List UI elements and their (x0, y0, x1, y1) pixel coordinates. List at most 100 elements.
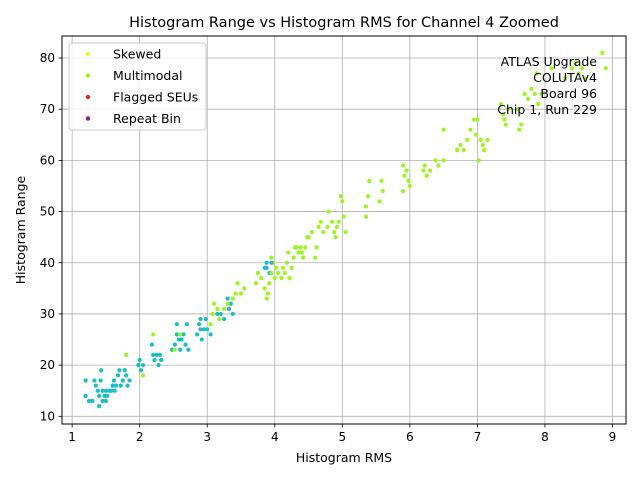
data-point (137, 357, 142, 363)
data-point (226, 306, 231, 311)
data-point (211, 301, 217, 306)
legend-label: Flagged SEUs (113, 90, 198, 105)
annotation-line: Chip 1, Run 229 (497, 102, 597, 117)
legend-marker (85, 73, 91, 78)
data-point (298, 245, 303, 250)
data-point (473, 132, 479, 137)
data-point (198, 327, 203, 332)
data-point (505, 107, 510, 112)
data-point (151, 352, 156, 357)
data-point (197, 322, 202, 327)
data-point (83, 393, 88, 398)
data-point (178, 332, 183, 337)
x-tick-label: 5 (338, 430, 346, 444)
data-point (138, 368, 144, 373)
y-tick-label: 10 (40, 409, 55, 423)
data-point (500, 112, 506, 117)
data-point (529, 86, 534, 91)
data-point (86, 398, 92, 404)
x-tick-label: 2 (136, 430, 144, 444)
data-point (154, 352, 159, 357)
data-point (326, 209, 331, 214)
data-point (110, 383, 115, 388)
data-point (235, 281, 240, 286)
data-point (269, 260, 274, 265)
data-point (265, 291, 271, 296)
data-point (215, 311, 220, 317)
data-point (136, 363, 141, 368)
data-point (475, 117, 480, 122)
data-point (113, 383, 119, 388)
data-point (502, 117, 507, 122)
data-point (332, 229, 337, 235)
y-tick-label: 60 (40, 153, 55, 167)
data-point (482, 148, 487, 153)
data-point (225, 296, 230, 301)
data-point (120, 378, 125, 383)
data-point (455, 148, 460, 153)
annotation-line: Board 96 (540, 86, 597, 101)
data-points (83, 50, 608, 409)
data-point (208, 332, 213, 337)
data-point (194, 332, 200, 337)
y-axis-label: Histogram Range (13, 175, 28, 284)
data-point (433, 158, 438, 163)
x-tick-label: 8 (541, 430, 549, 444)
chart-title: Histogram Range vs Histogram RMS for Cha… (129, 15, 559, 31)
data-point (218, 311, 223, 317)
data-point (122, 368, 127, 373)
data-point (341, 214, 346, 219)
data-point (421, 168, 426, 173)
data-point (363, 214, 369, 219)
y-tick-label: 30 (40, 307, 55, 321)
data-point (406, 178, 411, 183)
data-point (97, 393, 102, 398)
data-point (325, 224, 330, 230)
data-point (321, 229, 326, 235)
data-point (402, 173, 407, 178)
data-point (318, 219, 323, 224)
data-point (112, 388, 117, 393)
data-point (461, 148, 466, 153)
data-point (276, 270, 281, 276)
x-tick-label: 9 (609, 430, 617, 444)
legend-label: Multimodal (113, 68, 182, 83)
data-point (205, 327, 210, 332)
data-point (201, 327, 206, 332)
data-point (186, 347, 191, 352)
data-point (124, 352, 129, 357)
legend-marker (85, 116, 91, 121)
data-point (515, 107, 521, 112)
y-tick-label: 70 (40, 102, 55, 116)
data-point (280, 265, 285, 270)
data-point (458, 142, 463, 148)
data-point (296, 250, 301, 255)
data-point (422, 163, 427, 168)
data-point (264, 296, 269, 301)
data-point (436, 163, 441, 168)
legend: Skewed Multimodal Flagged SEUs Repeat Bin (68, 42, 207, 131)
data-point (174, 332, 179, 337)
data-point (93, 383, 98, 388)
data-point (401, 188, 406, 194)
data-point (90, 398, 95, 404)
axis-ticks: 1 2 3 4 5 6 7 8 9 10 20 30 40 50 60 70 80 (40, 51, 617, 444)
data-point (255, 270, 260, 276)
data-point (563, 76, 568, 81)
data-point (274, 265, 279, 270)
data-point (377, 199, 382, 204)
data-point (199, 337, 204, 342)
data-point (579, 66, 585, 71)
data-point (330, 219, 335, 224)
data-point (313, 255, 318, 260)
data-point (184, 322, 190, 327)
data-point (407, 183, 412, 189)
data-point (83, 378, 88, 383)
data-point (338, 194, 344, 199)
x-axis-label: Histogram RMS (296, 450, 392, 465)
data-point (127, 378, 132, 383)
data-point (503, 122, 508, 127)
data-point (253, 281, 258, 286)
data-point (517, 127, 522, 132)
